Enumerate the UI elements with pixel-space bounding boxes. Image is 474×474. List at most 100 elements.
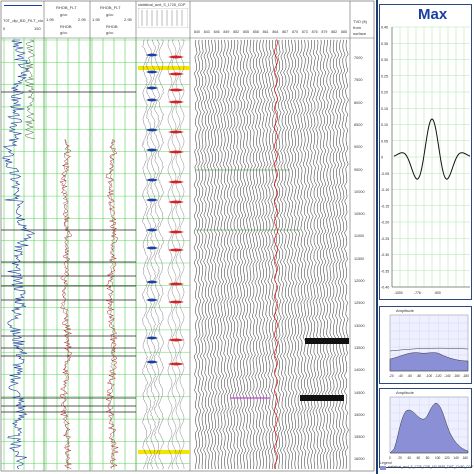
trace-number: 840	[194, 30, 200, 34]
wavelet-ytick: 0.30	[381, 58, 388, 62]
wavelet-ytick: 0	[381, 156, 383, 160]
track2-unit2: g/cc	[60, 30, 68, 35]
trace-number: 861	[262, 30, 269, 34]
track2-curve-name: RHOB_FLT	[56, 5, 77, 10]
depth-tick-label: 9500	[354, 167, 363, 172]
trace-number: 855	[243, 30, 249, 34]
wavelet-ytick: 0.25	[381, 74, 388, 78]
spectrum2-title: Amplitude	[396, 390, 414, 395]
trace-number: 879	[321, 30, 328, 34]
depth-tick-label: 8000	[354, 100, 363, 105]
wavelet-ytick: -0.15	[381, 204, 389, 208]
depth-tick-label: 15000	[354, 412, 365, 417]
spectrum-panel-2: Amplitude 0 20 40 60 80 100 120 140 160	[379, 388, 472, 468]
trace-number: 846	[213, 30, 220, 34]
track1-max: 150	[34, 26, 41, 31]
spectrum-xtick: -20	[389, 374, 394, 378]
track2-min: 1.95	[46, 17, 54, 22]
log-curves	[2, 39, 120, 470]
log-tracks-panel	[0, 0, 375, 472]
spectrum-xtick: 20	[398, 456, 402, 460]
trace-number: 882	[331, 30, 338, 34]
wavelet-ytick: -0.05	[381, 172, 389, 176]
spectrum1-title: Amplitude	[396, 308, 414, 313]
spectrum-xtick: 40	[407, 456, 411, 460]
spectrum-xtick: 60	[417, 456, 421, 460]
trace-number: 876	[311, 30, 318, 34]
trace-number: 864	[272, 30, 279, 34]
wavelet-ytick: 0.15	[381, 107, 388, 111]
wavelet-xtick: -500	[434, 291, 441, 295]
wavelet-title: Max	[418, 6, 448, 23]
spectrum-area	[389, 352, 469, 372]
depth-tick-label: 7500	[354, 78, 363, 83]
depth-tick-label: 9000	[354, 145, 363, 150]
tvd-label-surface: surface	[353, 31, 367, 36]
track2-unit: g/cc	[60, 12, 68, 17]
depth-tick-label: 12000	[354, 279, 365, 283]
spectrum-xtick: 80	[426, 456, 430, 460]
track1-min: 0	[3, 26, 6, 31]
wavelet-plot: 0.40 0.35 0.30 0.25 0.20 0.15 0.10 0.05 0 -0.05 -0…	[381, 26, 471, 295]
wavelet-ytick: -0.25	[381, 237, 389, 241]
trace-number: 873	[301, 30, 308, 34]
header-wavelet-thumbnail	[138, 8, 188, 28]
track3-min: 1.95	[92, 17, 100, 22]
wavelet-ytick: -0.20	[381, 221, 389, 225]
legend-label: Legend	[380, 461, 392, 465]
spectrum-xtick: -60	[407, 374, 412, 378]
track2-max: 2.95	[78, 17, 86, 22]
wavelet-traces	[141, 39, 185, 470]
depth-tick-label: 11500	[354, 256, 365, 261]
spectrum1-plot: -20 -40 -60 -80 -100 -120 -140 -160 -180	[389, 314, 469, 378]
wavelet-ytick: 0.35	[381, 42, 388, 46]
depth-tick-label: 12500	[354, 301, 365, 306]
depth-tick-label: 11000	[354, 234, 365, 239]
spectrum-xtick: -120	[435, 374, 442, 378]
trace-number: 843	[203, 30, 210, 34]
depth-axis: 7000 7500 8000 8500 9000 9500 10000 10500 11000 1…	[352, 38, 376, 468]
depth-tick-label: 10500	[354, 212, 365, 217]
trace-number: 867	[282, 30, 289, 34]
depth-tick-label: 14500	[354, 390, 365, 395]
wavelet-ytick: 0.40	[381, 26, 388, 30]
wavelet-ytick: 0.20	[381, 91, 388, 95]
spectrum2-plot: 0 20 40 60 80 100 120 140 160	[389, 396, 469, 460]
trace-number: 870	[292, 30, 298, 34]
wavelet-ytick: -0.40	[381, 286, 389, 290]
spectrum-xtick: -140	[444, 374, 451, 378]
depth-tick-label: 10000	[354, 189, 365, 194]
track4-wavelet-name: statistical_avct_S_1728_CDP	[138, 3, 186, 7]
trace-number: 852	[233, 30, 240, 34]
log-grid	[1, 38, 190, 470]
legend-swatch	[380, 466, 386, 470]
wavelet-ytick: 0.10	[381, 123, 388, 127]
track3-curve-name: RHOB_FLT	[100, 5, 121, 10]
track1-curve-name: T0T_dip_BD_FILT_clo	[3, 18, 43, 23]
depth-tick-label: 15500	[354, 435, 365, 440]
wavelet-ytick: 0.05	[381, 139, 388, 143]
tvd-label-from: from	[353, 25, 361, 30]
spectrum-xtick: -100	[426, 374, 433, 378]
trace-number: 858	[252, 30, 259, 34]
trace-number: 885	[341, 30, 347, 34]
depth-tick-label: 14000	[354, 368, 365, 373]
track1-scale-line	[4, 5, 42, 6]
track2-curve2-name: RHOB	[60, 24, 72, 29]
spectrum-xtick: -80	[417, 374, 422, 378]
wavelet-panel: 0.40 0.35 0.30 0.25 0.20 0.15 0.10 0.05 0 -0.05 -0…	[379, 4, 472, 300]
depth-tick-label: 16000	[354, 457, 365, 462]
track3-unit: g/cc	[106, 12, 114, 17]
trace-number-row: 840 843 846 849 852 855 858 861 864 867 870 873 876 8…	[194, 30, 350, 36]
spectrum-xtick: 120	[444, 456, 450, 460]
spectrum-xtick: -160	[453, 374, 460, 378]
spectrum-area	[389, 402, 469, 454]
spectrum-xtick: -40	[398, 374, 403, 378]
track3-unit2: g/cc	[106, 30, 114, 35]
track3-max: 2.95	[124, 17, 132, 22]
depth-tick-label: 13500	[354, 345, 365, 350]
spectrum-panel-1: Amplitude -20 -40 -60 -80 -100 -120 -140 -160 -1…	[379, 306, 472, 384]
depth-tick-label: 7000	[354, 56, 363, 60]
track3-curve2-name: RHOB	[106, 24, 118, 29]
spectrum-xtick: 0	[389, 456, 391, 460]
